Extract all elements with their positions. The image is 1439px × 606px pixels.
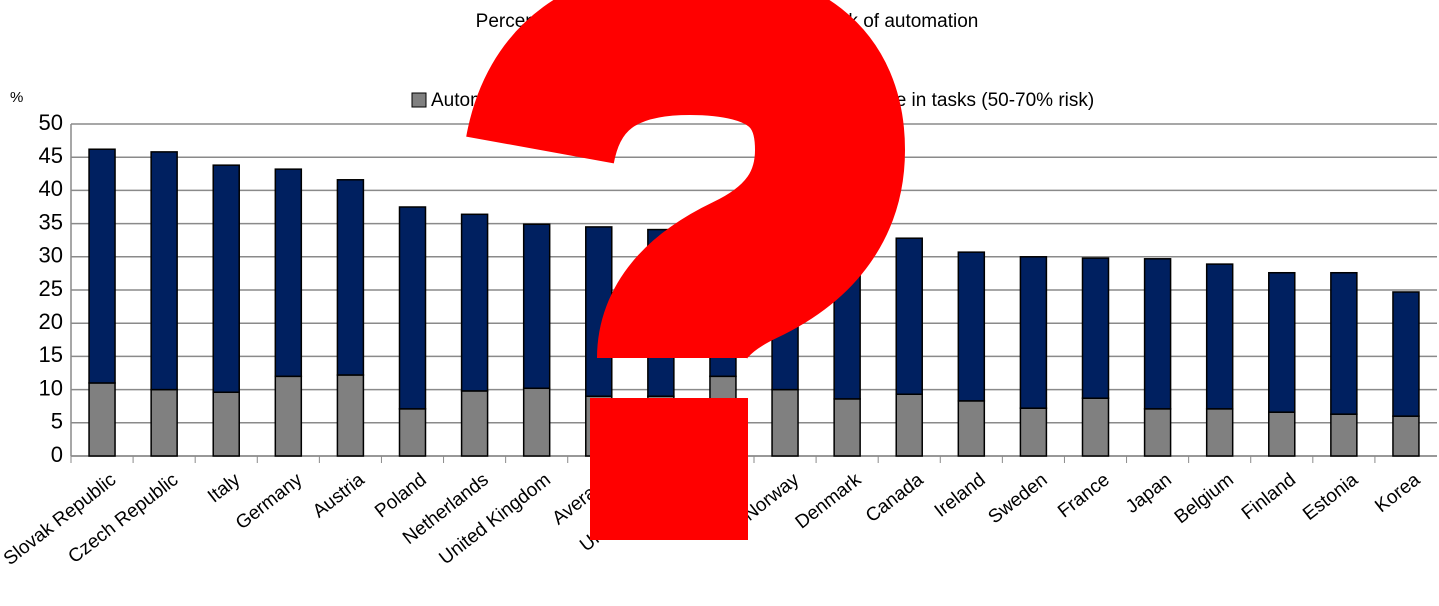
bar-segment [337, 375, 363, 456]
bar-segment [1393, 292, 1419, 416]
bar-segment [213, 392, 239, 456]
bar-segment [89, 383, 115, 456]
bar-segment [958, 252, 984, 401]
bar-segment [1269, 412, 1295, 456]
y-tick-label: 25 [39, 276, 63, 301]
x-tick-label: Germany [232, 469, 307, 534]
x-tick-label: Ireland [931, 469, 990, 521]
bar-segment [524, 224, 550, 388]
x-tick-label: Czech Republic [65, 469, 183, 567]
y-tick-label: 5 [51, 409, 63, 434]
y-tick-label: 30 [39, 243, 63, 268]
x-tick-label: Canada [862, 469, 928, 527]
x-tick-label: Estonia [1299, 469, 1362, 525]
x-tick-label: Austria [309, 469, 369, 522]
x-tick-label: United Kingdom [435, 469, 554, 569]
bar-segment [896, 238, 922, 394]
bar-segment [896, 394, 922, 456]
bar-segment [1393, 416, 1419, 456]
y-tick-label: 20 [39, 309, 63, 334]
bar-segment [1020, 257, 1046, 408]
y-tick-label: 45 [39, 143, 63, 168]
y-tick-label: 15 [39, 342, 63, 367]
bar-segment [1020, 408, 1046, 456]
bar-segment [1331, 414, 1357, 456]
bar-segment [462, 214, 488, 391]
bar-segment [1207, 409, 1233, 456]
y-tick-label: 10 [39, 375, 63, 400]
bar-segment [524, 388, 550, 456]
bar-segment [275, 376, 301, 456]
x-tick-label: Sweden [985, 469, 1052, 528]
bar-segment [1083, 398, 1109, 456]
bar-segment [958, 401, 984, 456]
legend-swatch [412, 93, 426, 107]
bar-segment [275, 169, 301, 376]
bar-segment [462, 391, 488, 456]
question-mark-dot [590, 398, 748, 540]
question-mark-hook [540, 40, 830, 358]
bar-segment [89, 149, 115, 383]
y-tick-label: 50 [39, 110, 63, 135]
x-tick-label: Belgium [1171, 469, 1238, 528]
bar-segment [400, 207, 426, 409]
bar-segment [1145, 259, 1171, 409]
bar-segment [151, 390, 177, 456]
bar-segment [1331, 273, 1357, 414]
bar-segment [213, 165, 239, 392]
bar-segment [772, 390, 798, 456]
bar-segment [337, 180, 363, 375]
y-tick-label: 0 [51, 442, 63, 467]
x-tick-label: France [1054, 469, 1114, 522]
y-tick-label: 35 [39, 209, 63, 234]
bar-segment [1207, 264, 1233, 409]
y-tick-label: 40 [39, 176, 63, 201]
y-axis-label: % [10, 89, 23, 106]
x-tick-label: Slovak Republic [0, 469, 120, 569]
x-tick-label: Korea [1371, 469, 1424, 517]
bar-segment [834, 399, 860, 456]
bar-segment [1269, 273, 1295, 412]
bar-segment [151, 152, 177, 390]
x-tick-label: Denmark [792, 469, 866, 533]
bar-segment [400, 409, 426, 456]
x-tick-label: Finland [1238, 469, 1300, 524]
bar-segment [1083, 258, 1109, 398]
x-tick-label: Italy [204, 469, 245, 507]
x-tick-label: Japan [1122, 469, 1176, 517]
bar-segment [1145, 409, 1171, 456]
chart: Percentage of workers at high or medium … [0, 0, 1439, 606]
